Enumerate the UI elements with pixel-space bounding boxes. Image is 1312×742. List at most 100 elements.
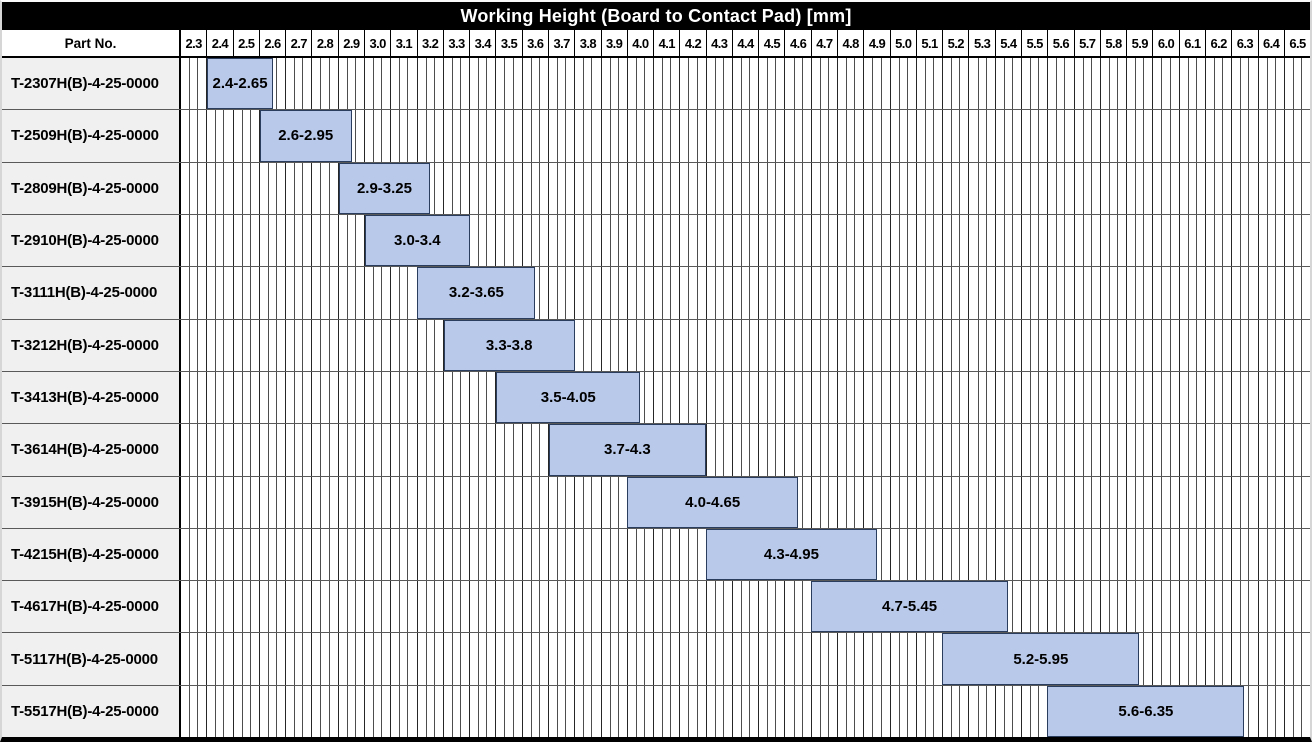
grid-column-cell (889, 110, 916, 162)
x-tick-label: 2.5 (232, 30, 259, 58)
part-no-cell: T-5517H(B)-4-25-0000 (2, 685, 181, 737)
grid-column-cell (258, 685, 286, 737)
grid-column-cell (968, 110, 995, 162)
grid-column-cell (181, 214, 207, 267)
grid-column-cell (731, 214, 759, 267)
x-tick-label: 2.9 (337, 30, 364, 58)
grid-column-cell (1178, 528, 1205, 581)
grid-column-cell (181, 319, 207, 371)
grid-column-cell (1257, 581, 1284, 633)
grid-column-cell (521, 424, 548, 476)
grid-column-cell (258, 267, 286, 319)
grid-column-cell (1283, 162, 1310, 214)
grid-column-cell (1231, 214, 1258, 267)
grid-column-cell (1126, 424, 1153, 476)
grid-column-cell (337, 581, 364, 633)
grid-column-cell (810, 424, 838, 476)
grid-column-cell (600, 110, 627, 162)
grid-column-cell (968, 424, 995, 476)
grid-column-cell (337, 267, 364, 319)
grid-column-cell (1231, 267, 1258, 319)
grid-column-cell (679, 371, 706, 424)
grid-column-cell (863, 685, 890, 737)
range-bar-label: 3.2-3.65 (448, 284, 504, 302)
grid-column-cell (731, 58, 759, 110)
x-tick-label: 4.9 (863, 30, 890, 58)
grid-column-cell (547, 528, 575, 581)
grid-column-cell (1257, 476, 1284, 528)
grid-column-cell (206, 267, 233, 319)
grid-column-cell (337, 424, 364, 476)
grid-column-cell (1257, 528, 1284, 581)
table-row: T-3212H(B)-4-25-0000 3.3-3.8 (2, 319, 1310, 372)
grid-column-cell (390, 424, 417, 476)
grid-column-cell (653, 633, 680, 685)
row-plot-area: 5.6-6.35 (181, 685, 1310, 737)
grid-column-cell (469, 58, 496, 110)
grid-column-cell (442, 110, 470, 162)
grid-column-cell (574, 110, 601, 162)
row-plot-area: 5.2-5.95 (181, 633, 1310, 685)
grid-column-cell (837, 371, 864, 424)
table-row: T-2509H(B)-4-25-0000 2.6-2.95 (2, 110, 1310, 163)
grid-column-cell (994, 267, 1021, 319)
grid-column-cell (1231, 581, 1258, 633)
grid-column-cell (626, 162, 654, 214)
grid-column-cell (285, 685, 312, 737)
grid-column-cell (1021, 581, 1048, 633)
grid-column-cell (311, 58, 338, 110)
grid-column-cell (521, 633, 548, 685)
grid-column-cell (1283, 110, 1310, 162)
part-no-cell: T-4617H(B)-4-25-0000 (2, 581, 181, 633)
table-row: T-3614H(B)-4-25-0000 3.7-4.3 (2, 424, 1310, 477)
grid-column-cell (942, 528, 969, 581)
grid-column-cell (679, 267, 706, 319)
grid-column-cell (258, 214, 286, 267)
grid-column-cell (1283, 424, 1310, 476)
grid-column-cell (679, 633, 706, 685)
grid-column-cell (994, 110, 1021, 162)
grid-column-cell (258, 476, 286, 528)
x-tick-label: 5.2 (942, 30, 969, 58)
grid-column-cell (495, 58, 522, 110)
x-tick-label: 3.7 (547, 30, 575, 58)
grid-column-cell (889, 685, 916, 737)
grid-column-cell (653, 58, 680, 110)
x-tick-label: 4.4 (731, 30, 759, 58)
grid-column-cell (994, 528, 1021, 581)
row-plot-area: 2.4-2.65 (181, 58, 1310, 110)
grid-column-cell (1099, 319, 1127, 371)
grid-column-cell (258, 581, 286, 633)
grid-column-cell (1257, 319, 1284, 371)
grid-column-cell (889, 58, 916, 110)
grid-column-cell (889, 424, 916, 476)
grid-column-cell (1283, 633, 1310, 685)
grid-column-cell (942, 424, 969, 476)
range-bar: 4.7-5.45 (811, 581, 1009, 633)
grid-column-cell (784, 424, 811, 476)
grid-column-cell (758, 371, 785, 424)
grid-column-cell (810, 371, 838, 424)
x-tick-label: 2.6 (258, 30, 286, 58)
grid-column-cell (784, 58, 811, 110)
x-tick-label: 5.9 (1126, 30, 1153, 58)
grid-column-cell (889, 476, 916, 528)
grid-column-cell (1204, 267, 1232, 319)
grid-column-cell (1073, 581, 1100, 633)
grid-column-cell (1021, 371, 1048, 424)
grid-column-cell (731, 685, 759, 737)
grid-column-cell (363, 633, 391, 685)
grid-column-cell (994, 476, 1021, 528)
grid-column-cell (574, 319, 601, 371)
grid-column-cell (390, 528, 417, 581)
grid-column-cell (705, 685, 732, 737)
grid-column-cell (1047, 214, 1074, 267)
x-tick-label: 3.0 (363, 30, 391, 58)
grid-column-cell (1073, 528, 1100, 581)
grid-column-cell (679, 685, 706, 737)
grid-column-cell (285, 581, 312, 633)
grid-column-cell (942, 214, 969, 267)
chart-body: T-2307H(B)-4-25-0000 2.4-2.65 T-2509H(B)-4… (2, 58, 1310, 737)
grid-column-cell (416, 58, 443, 110)
